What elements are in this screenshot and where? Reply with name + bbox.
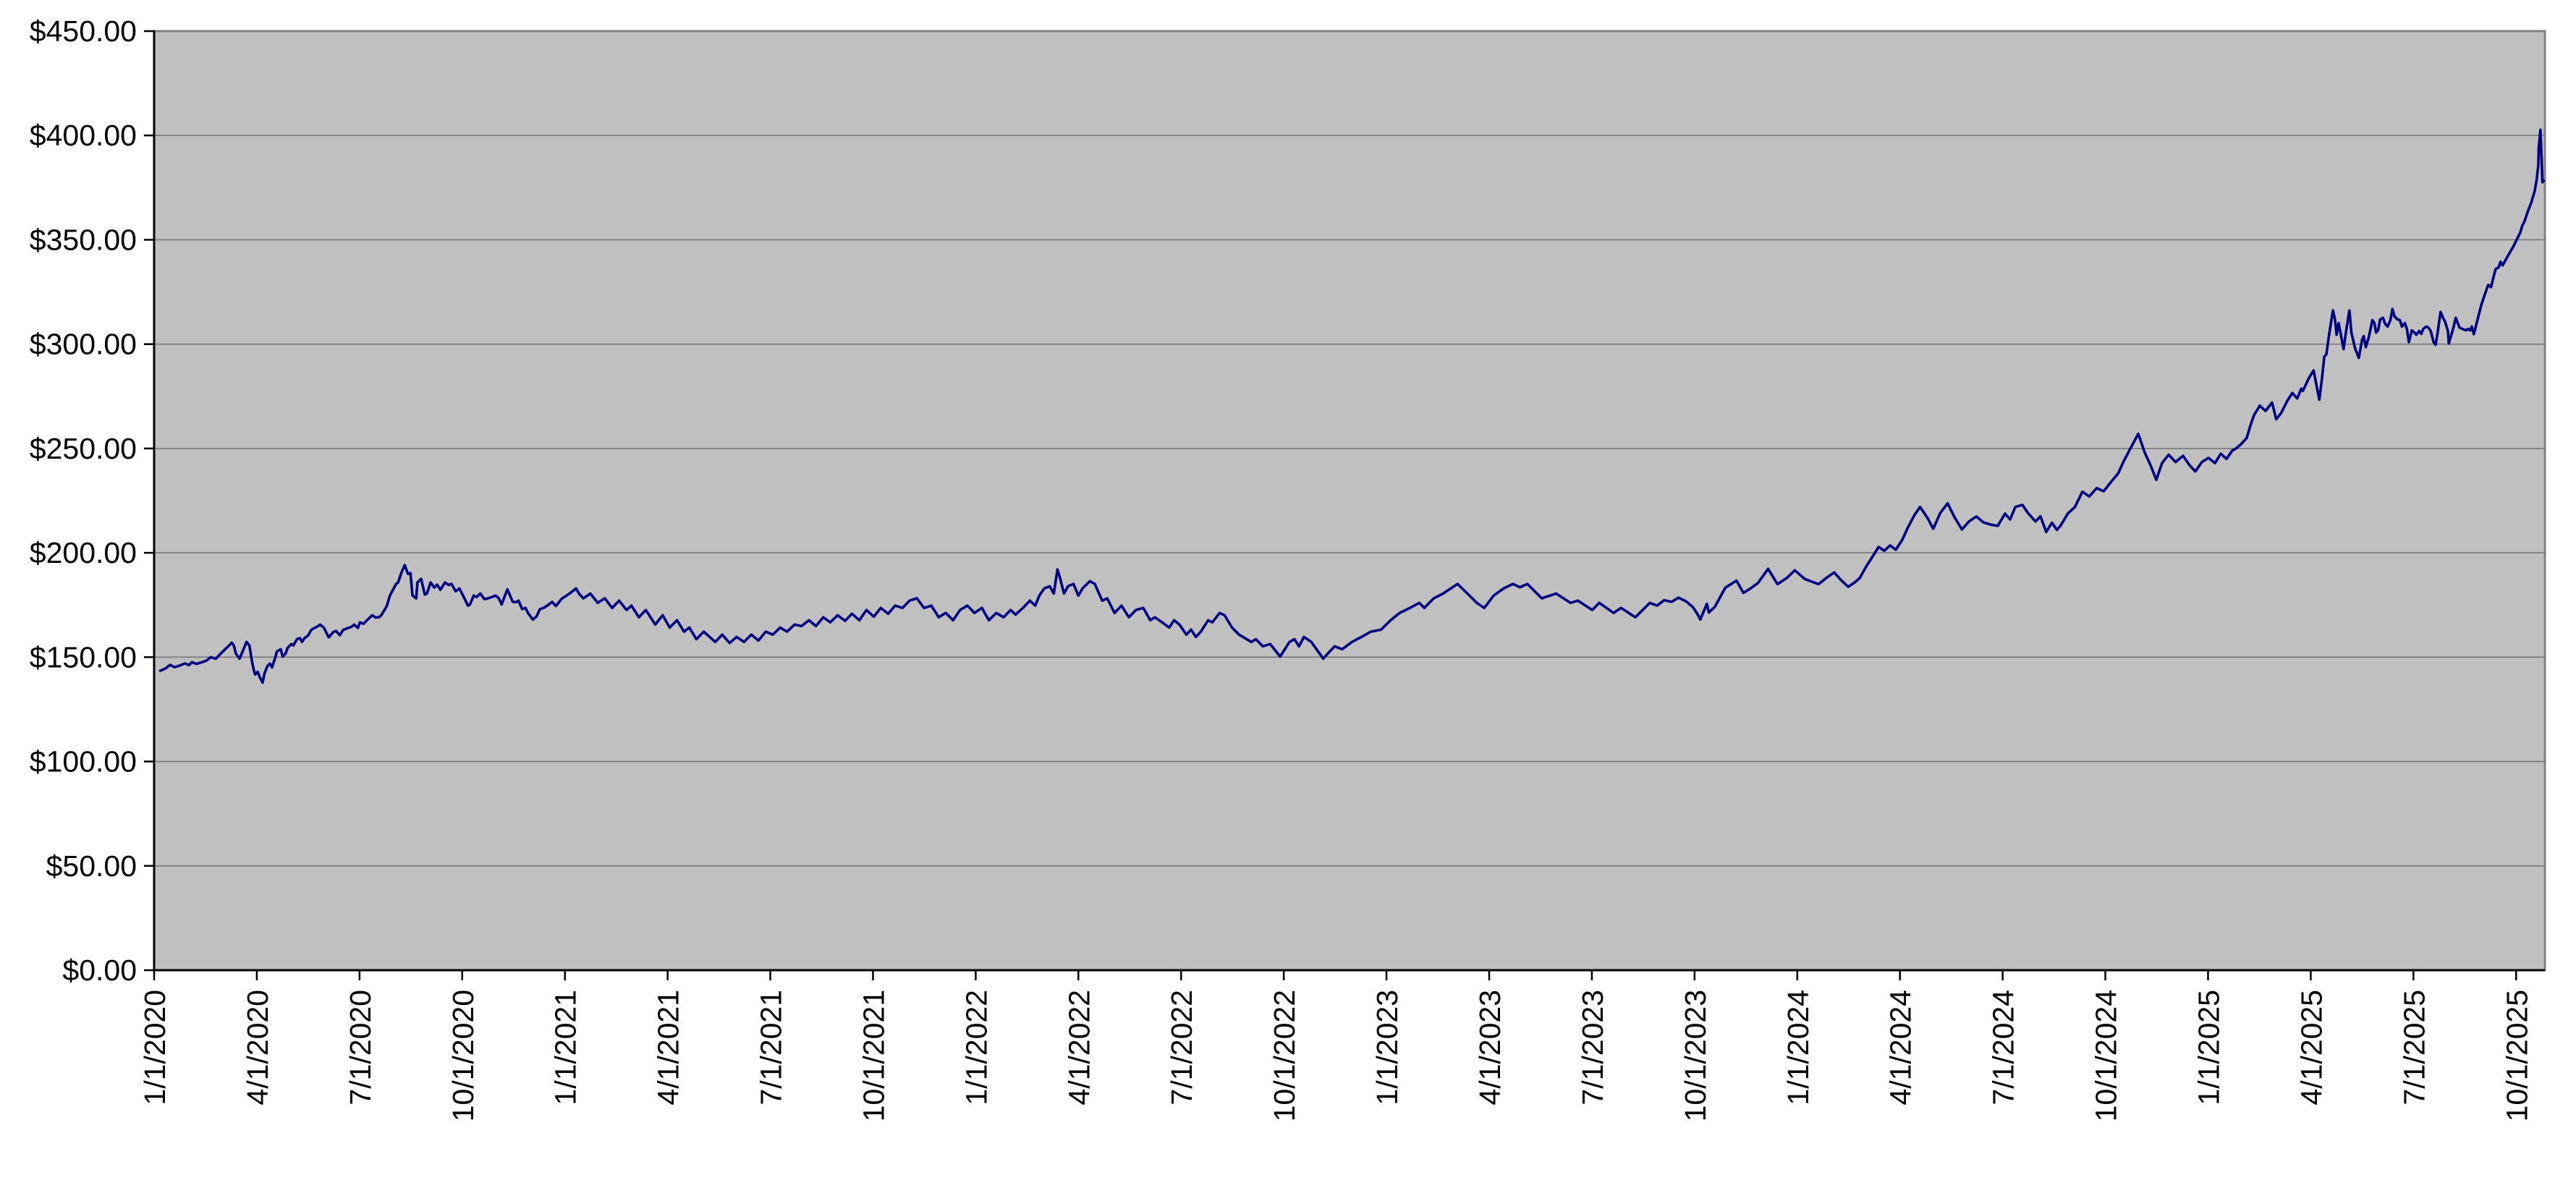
x-tick-label: 1/1/2020: [138, 990, 171, 1105]
x-tick-label: 4/1/2023: [1473, 990, 1507, 1105]
x-tick-label: 4/1/2021: [652, 990, 685, 1105]
y-tick-label: $400.00: [30, 119, 137, 152]
x-tick-label: 1/1/2021: [549, 990, 582, 1105]
x-tick-label: 7/1/2021: [755, 990, 788, 1105]
x-tick-label: 10/1/2020: [446, 990, 480, 1121]
x-tick-label: 10/1/2024: [2090, 990, 2123, 1121]
y-tick-label: $350.00: [30, 223, 137, 256]
x-tick-label: 10/1/2021: [857, 990, 890, 1121]
y-tick-label: $50.00: [46, 849, 137, 883]
plot-area: [153, 30, 2546, 972]
x-tick-label: 7/1/2023: [1576, 990, 1609, 1105]
x-tick-label: 10/1/2023: [1679, 990, 1712, 1121]
x-tick-label: 4/1/2020: [241, 990, 274, 1105]
x-tick-label: 7/1/2022: [1165, 990, 1198, 1105]
x-tick-label: 1/1/2024: [1781, 990, 1815, 1105]
x-tick-label: 4/1/2022: [1062, 990, 1096, 1105]
x-tick-label: 4/1/2025: [2295, 990, 2328, 1105]
x-tick-label: 7/1/2024: [1987, 990, 2020, 1105]
y-tick-label: $450.00: [30, 14, 137, 48]
x-tick-label: 7/1/2020: [344, 990, 377, 1105]
y-tick-label: $300.00: [30, 328, 137, 361]
x-tick-label: 7/1/2025: [2397, 990, 2431, 1105]
x-axis: 1/1/2020 4/1/2020 7/1/2020 10/1/2020 1/1/202…: [138, 970, 2533, 1121]
x-tick-label: 10/1/2022: [1268, 990, 1301, 1121]
x-tick-label: 10/1/2025: [2500, 990, 2533, 1121]
y-tick-label: $150.00: [30, 640, 137, 674]
y-tick-label: $0.00: [62, 954, 137, 987]
y-tick-label: $200.00: [30, 536, 137, 569]
y-tick-label: $100.00: [30, 745, 137, 778]
x-tick-label: 1/1/2025: [2192, 990, 2225, 1105]
x-tick-label: 4/1/2024: [1884, 990, 1918, 1105]
y-axis: $0.00 $50.00 $100.00 $150.00 $200.00 $250.00 $…: [30, 14, 154, 987]
x-tick-label: 1/1/2023: [1370, 990, 1404, 1105]
gridlines: [154, 135, 2545, 867]
price-line-series: [158, 128, 2546, 684]
y-tick-label: $250.00: [30, 432, 137, 465]
x-tick-label: 1/1/2022: [959, 990, 993, 1105]
